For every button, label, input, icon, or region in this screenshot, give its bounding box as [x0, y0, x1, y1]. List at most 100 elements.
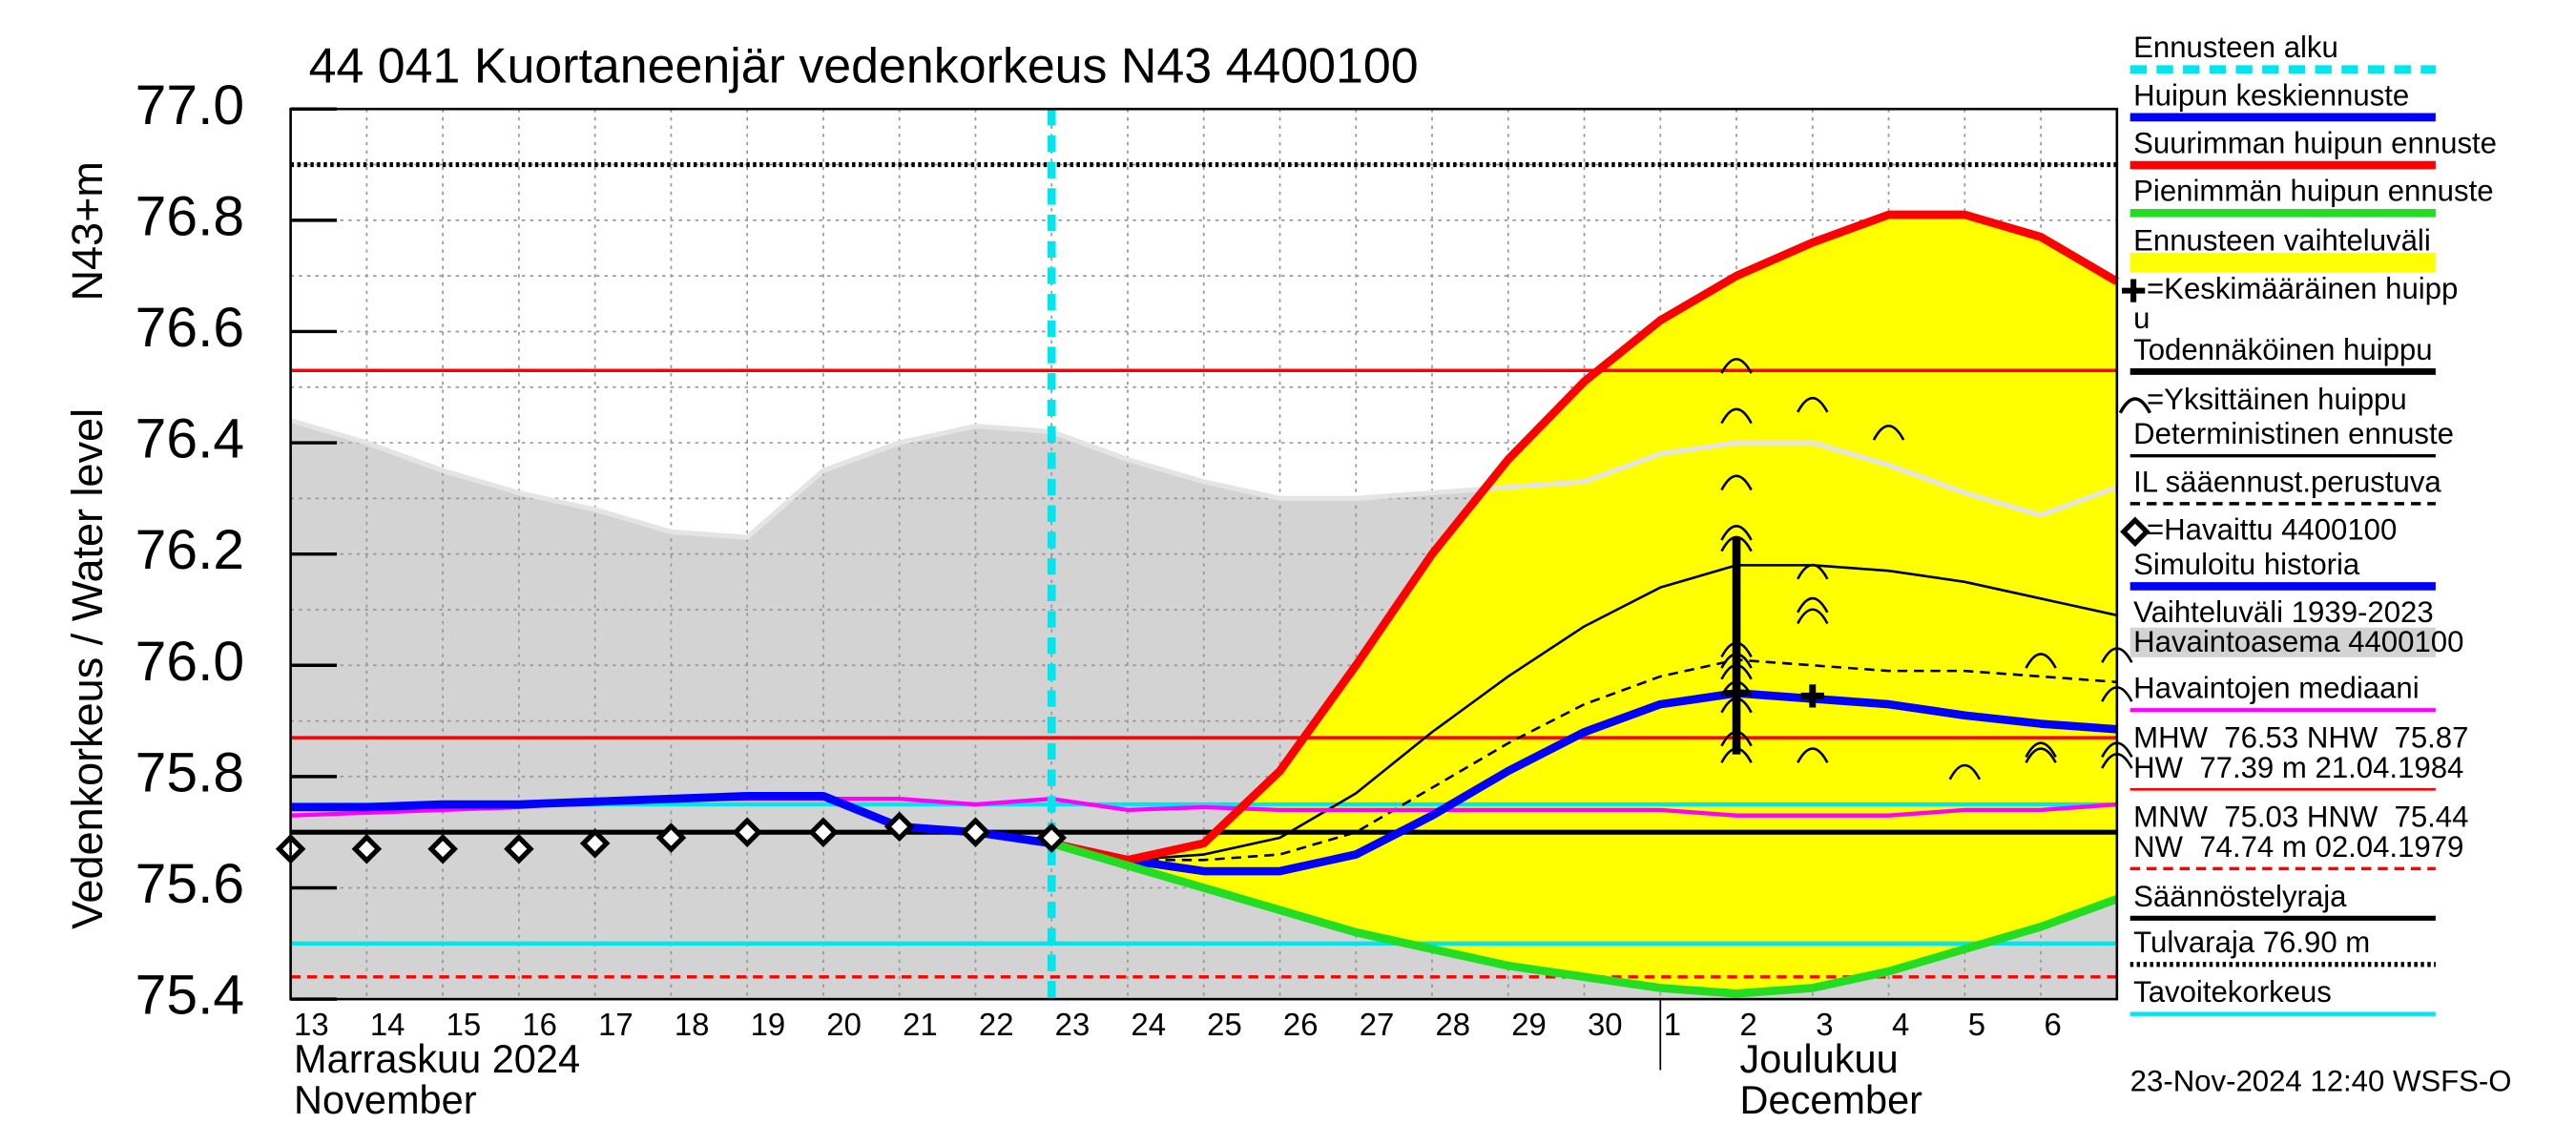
- legend-label: =Havaittu 4400100: [2147, 513, 2397, 547]
- observed: [427, 833, 458, 864]
- y-tick-label: 75.8: [135, 741, 244, 803]
- month-label: Marraskuu 2024: [294, 1036, 580, 1081]
- legend-label: HW 77.39 m 21.04.1984: [2133, 751, 2463, 784]
- legend-label: Tulvaraja 76.90 m: [2133, 926, 2370, 959]
- legend-label: Suurimman huipun ennuste: [2133, 127, 2497, 160]
- legend-label: Huipun keskiennuste: [2133, 78, 2409, 112]
- single-peak: [1797, 396, 1829, 413]
- observed: [1036, 822, 1067, 853]
- observed: [960, 817, 991, 847]
- y-tick-label: 76.6: [135, 297, 244, 359]
- single-peak: [1797, 608, 1829, 625]
- legend-label: u: [2133, 302, 2150, 335]
- y-tick-label: 76.4: [135, 408, 244, 470]
- x-tick-label: 27: [1360, 1007, 1395, 1042]
- series-line: [1050, 210, 2120, 864]
- legend-label: Pienimmän huipun ennuste: [2133, 175, 2493, 208]
- single-peak: [1872, 425, 1905, 441]
- chart-title: 44 041 Kuortaneenjär vedenkorkeus N43 44…: [309, 38, 1419, 94]
- y-tick-label: 75.6: [135, 853, 244, 915]
- observed: [351, 833, 383, 864]
- legend-swatch: [2122, 279, 2146, 302]
- legend-swatch: [2129, 627, 2436, 657]
- mean-peak: [1800, 684, 1824, 708]
- x-tick-label: 19: [751, 1007, 786, 1042]
- legend-swatch: [2120, 516, 2150, 548]
- x-tick-label: 26: [1283, 1007, 1319, 1042]
- observed: [732, 817, 762, 847]
- single-peak: [2025, 653, 2057, 669]
- legend-label: Simuloitu historia: [2133, 548, 2360, 581]
- month-label: December: [1740, 1077, 1923, 1122]
- history-range-top: [289, 418, 2118, 540]
- month-label: Joulukuu: [1740, 1036, 1899, 1081]
- x-tick-label: 28: [1435, 1007, 1470, 1042]
- y-tick-label: 75.4: [135, 965, 244, 1027]
- forecast-range: [1051, 215, 2117, 994]
- legend-label: MNW 75.03 HNW 75.44: [2133, 801, 2468, 834]
- legend-swatch: [2118, 397, 2151, 414]
- x-tick-label: 23: [1055, 1007, 1091, 1042]
- legend-label: NW 74.74 m 02.04.1979: [2133, 830, 2463, 864]
- x-tick-label: 6: [2045, 1007, 2062, 1042]
- month-label: November: [294, 1077, 477, 1122]
- series-line: [1050, 689, 2118, 876]
- x-tick-label: 22: [979, 1007, 1014, 1042]
- legend-label: Ennusteen alku: [2133, 31, 2338, 64]
- x-tick-label: 3: [1816, 1007, 1833, 1042]
- x-tick-label: 13: [294, 1007, 329, 1042]
- x-tick-label: 17: [598, 1007, 634, 1042]
- y-tick-label: 76.8: [135, 185, 244, 247]
- x-tick-label: 25: [1207, 1007, 1242, 1042]
- observed: [504, 833, 534, 864]
- observed: [883, 811, 915, 843]
- timestamp: 23-Nov-2024 12:40 WSFS-O: [2130, 1065, 2512, 1098]
- legend-label: MHW 76.53 NHW 75.87: [2133, 721, 2468, 755]
- legend-label: Vaihteluväli 1939-2023: [2133, 595, 2434, 629]
- series-line: [1050, 564, 2118, 862]
- single-peak: [1720, 407, 1753, 425]
- single-peak: [1720, 474, 1753, 491]
- observed: [655, 822, 687, 853]
- single-peak: [1720, 525, 1753, 541]
- legend-label: Havaintoasema 4400100: [2133, 625, 2463, 658]
- legend-label: Havaintojen mediaani: [2133, 672, 2420, 705]
- series-line: [1049, 839, 2119, 998]
- legend-label: Tavoitekorkeus: [2133, 975, 2332, 1009]
- y-tick-label: 76.2: [135, 519, 244, 581]
- y-tick-label: 76.0: [135, 631, 244, 693]
- x-tick-label: 5: [1968, 1007, 1985, 1042]
- x-tick-label: 15: [447, 1007, 482, 1042]
- x-tick-label: 21: [903, 1007, 938, 1042]
- y-axis-label: Vedenkorkeus / Water level: [63, 408, 112, 929]
- legend-label: =Keskimääräinen huipp: [2147, 272, 2458, 305]
- observed: [808, 817, 839, 847]
- x-tick-label: 30: [1588, 1007, 1623, 1042]
- observed: [579, 828, 611, 859]
- x-tick-label: 2: [1740, 1007, 1757, 1042]
- x-tick-label: 24: [1131, 1007, 1166, 1042]
- mean-peak: [1724, 681, 1749, 705]
- single-peak: [1720, 535, 1753, 552]
- x-tick-label: 1: [1664, 1007, 1681, 1042]
- y-tick-label: 77.0: [135, 74, 244, 136]
- y-axis-unit: N43+m: [63, 161, 112, 301]
- legend-label: =Yksittäinen huippu: [2147, 383, 2407, 416]
- series-line: [1050, 658, 2117, 862]
- x-tick-label: 18: [675, 1007, 710, 1042]
- x-tick-label: 16: [522, 1007, 557, 1042]
- single-peak: [1797, 563, 1829, 580]
- single-peak: [1720, 358, 1753, 374]
- legend-label: Säännöstelyraja: [2133, 880, 2347, 913]
- single-peak: [1797, 596, 1829, 614]
- legend-label: Todennäköinen huippu: [2133, 333, 2432, 366]
- x-tick-label: 4: [1892, 1007, 1909, 1042]
- x-tick-label: 29: [1511, 1007, 1547, 1042]
- single-peak: [1948, 763, 1982, 781]
- single-peak: [2025, 747, 2057, 763]
- single-peak: [1797, 747, 1829, 763]
- single-peak: [2025, 741, 2057, 759]
- x-tick-label: 14: [370, 1007, 405, 1042]
- x-tick-label: 20: [826, 1007, 862, 1042]
